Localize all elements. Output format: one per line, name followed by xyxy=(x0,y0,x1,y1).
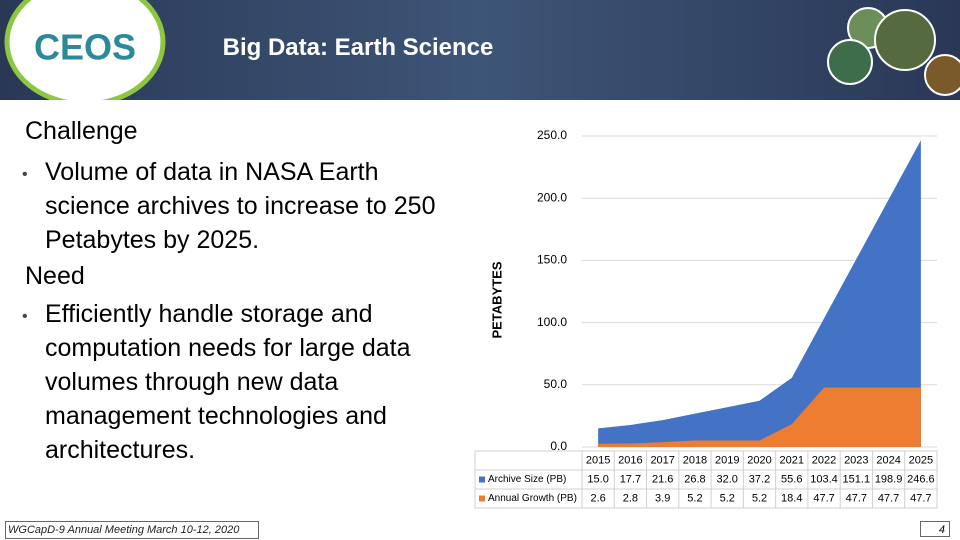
legend-label: Annual Growth (PB) xyxy=(488,493,577,504)
area xyxy=(598,140,921,447)
banner: CEOS Big Data: Earth Science xyxy=(0,0,960,100)
x-tick-label: 2023 xyxy=(844,454,868,466)
data-label: 5.2 xyxy=(720,492,735,504)
legend-swatch xyxy=(479,495,485,502)
banner-art: CEOS xyxy=(4,0,960,100)
x-tick-label: 2022 xyxy=(812,454,836,466)
heading: Need xyxy=(25,262,85,290)
data-label: 47.7 xyxy=(813,492,834,504)
x-tick-label: 2024 xyxy=(876,454,900,466)
y-tick-label: 100.0 xyxy=(537,315,567,329)
data-label: 18.4 xyxy=(781,492,802,504)
data-label: 47.7 xyxy=(878,492,899,504)
logo-badge xyxy=(4,0,166,100)
slide-title: Big Data: Earth Science xyxy=(222,34,494,61)
legend-label: Archive Size (PB) xyxy=(488,474,566,485)
bullet: • xyxy=(22,166,28,183)
legend-swatch xyxy=(479,476,485,483)
x-tick-label: 2016 xyxy=(618,454,642,466)
data-label: 37.2 xyxy=(749,473,770,485)
x-tick-label: 2020 xyxy=(747,454,771,466)
data-label: 103.4 xyxy=(810,473,838,485)
data-label: 5.2 xyxy=(752,492,767,504)
chart: PETABYTES 0.0 50.0 100.0 150.0 200.0 250.0 201… xyxy=(474,128,938,509)
footer-meeting: WGCapD-9 Annual Meeting March 10-12, 202… xyxy=(5,521,259,539)
y-tick-label: 50.0 xyxy=(544,377,568,391)
y-axis-title: PETABYTES xyxy=(489,261,504,338)
bullet: • xyxy=(22,308,28,325)
data-label: 21.6 xyxy=(652,473,673,485)
data-label: 3.9 xyxy=(655,492,670,504)
data-label: 47.7 xyxy=(846,492,867,504)
y-tick-label: 200.0 xyxy=(537,190,567,204)
heading: Challenge xyxy=(25,117,138,145)
area xyxy=(598,387,921,447)
bullet-text: Volume of data in NASA Earth science arc… xyxy=(45,158,436,254)
photo xyxy=(827,39,873,85)
x-tick-label: 2017 xyxy=(650,454,674,466)
data-label: 198.9 xyxy=(875,473,903,485)
data-label: 2.6 xyxy=(590,492,605,504)
data-label: 246.6 xyxy=(907,473,935,485)
x-tick-label: 2025 xyxy=(909,454,933,466)
data-label: 47.7 xyxy=(910,492,931,504)
data-label: 15.0 xyxy=(587,473,608,485)
y-tick-label: 150.0 xyxy=(537,253,567,267)
photo xyxy=(874,9,936,71)
data-label: 151.1 xyxy=(843,473,871,485)
data-label: 55.6 xyxy=(781,473,802,485)
page-number: 4 xyxy=(920,521,950,537)
x-tick-label: 2021 xyxy=(780,454,804,466)
data-label: 26.8 xyxy=(684,473,705,485)
y-tick-label: 250.0 xyxy=(537,128,567,142)
data-label: 2.8 xyxy=(623,492,638,504)
data-label: 32.0 xyxy=(717,473,738,485)
photo xyxy=(924,54,960,96)
data-label: 5.2 xyxy=(687,492,702,504)
bullet-text: Efficiently handle storage and computati… xyxy=(45,300,411,464)
x-tick-label: 2018 xyxy=(683,454,707,466)
x-tick-label: 2019 xyxy=(715,454,739,466)
data-label: 17.7 xyxy=(620,473,641,485)
logo-text: CEOS xyxy=(34,27,136,68)
x-tick-label: 2015 xyxy=(586,454,610,466)
y-tick-label: 0.0 xyxy=(550,439,567,453)
